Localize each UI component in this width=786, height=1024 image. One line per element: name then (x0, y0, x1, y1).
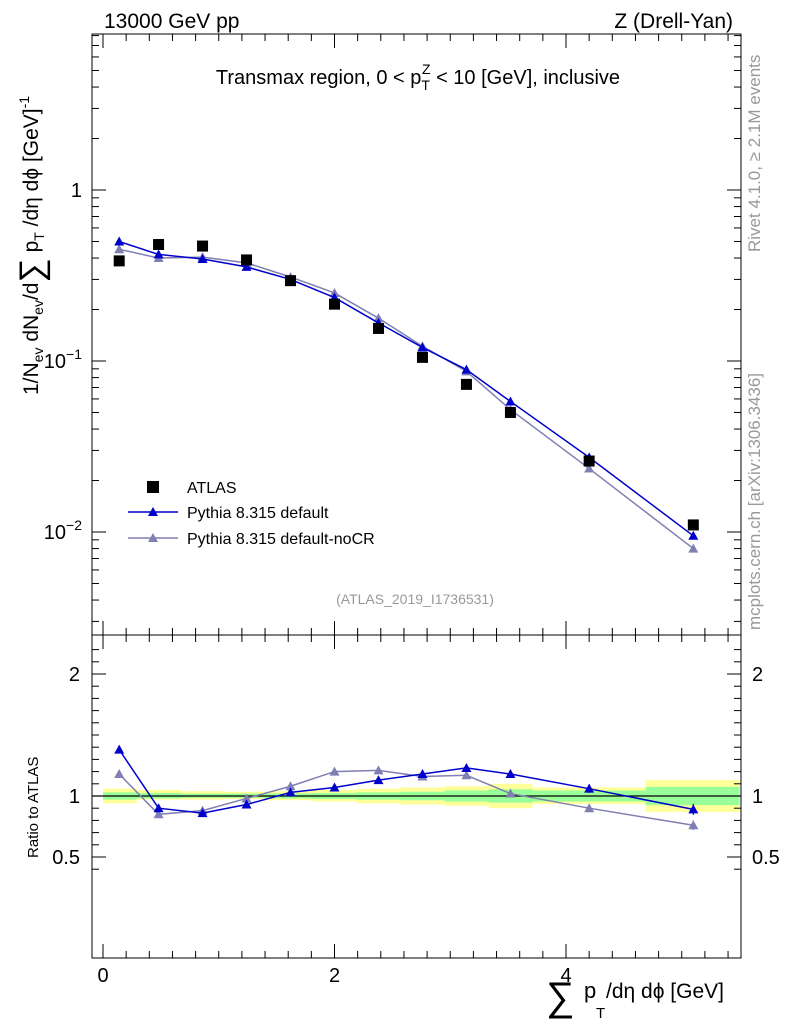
nocr-marker (688, 543, 699, 553)
nocr-marker (329, 287, 340, 297)
y-tick-label: 1 (71, 180, 82, 202)
header-right: Z (Drell-Yan) (614, 10, 733, 33)
default-ratio-marker (329, 782, 340, 792)
nocr-ratio-line (118, 769, 694, 827)
nocr-ratio-marker (584, 803, 595, 813)
series-layer (113, 236, 699, 831)
atlas-marker (285, 275, 297, 287)
legend-entry-0: ATLAS (187, 480, 237, 497)
nocr-line (119, 248, 694, 550)
atlas-marker (113, 255, 125, 267)
default-marker (417, 342, 428, 352)
default-marker (505, 396, 516, 406)
ratio-axis-label: Ratio to ATLAS (25, 757, 42, 858)
ratio-tick-label-left: 1 (69, 786, 80, 808)
default-line (118, 240, 694, 537)
atlas-marker (197, 240, 209, 252)
ratio-tick-label-right: 0.5 (752, 847, 780, 869)
nocr-ratio-marker (373, 765, 384, 775)
default-marker (197, 253, 208, 263)
x-axis-label: ∑ p T /dη dϕ [GeV] (546, 975, 724, 1022)
legend-entry-2: Pythia 8.315 default-noCR (187, 531, 375, 548)
analysis-id-label: (ATLAS_2019_I1736531) (336, 591, 494, 607)
x-axis-label-p: p (584, 978, 596, 1003)
atlas-marker (372, 322, 384, 334)
atlas-marker (687, 519, 699, 531)
atlas-marker (583, 455, 595, 467)
legend: ATLAS Pythia 8.315 default Pythia 8.315 de… (128, 480, 375, 548)
title-subscript: T (421, 77, 430, 93)
ratio-tick-label-right: 1 (752, 786, 763, 808)
legend-default-marker (148, 507, 158, 516)
nocr-ratio-marker (285, 781, 296, 791)
rivet-version-label: Rivet 4.1.0, ≥ 2.1M events (745, 55, 764, 252)
default-marker (241, 261, 252, 271)
default-marker (461, 364, 472, 374)
nocr-marker (584, 463, 595, 473)
default-ratio-marker (197, 808, 208, 818)
atlas-marker (416, 351, 428, 363)
title-superscript: Z (422, 61, 431, 77)
nocr-marker (114, 244, 125, 254)
legend-nocr-marker (148, 533, 158, 542)
x-tick-label: 0 (97, 965, 108, 987)
default-ratio-marker (688, 804, 699, 814)
axes: 0 2 4 10−2 10−1 1 0.5 0.5 1 1 2 2 (44, 33, 780, 987)
legend-atlas-marker (147, 481, 159, 493)
atlas-marker (153, 239, 165, 251)
chart-title: Transmax region, 0 < pTZ < 10 [GeV], inc… (216, 61, 620, 93)
atlas-marker (329, 298, 340, 310)
default-ratio-marker (114, 744, 125, 754)
nocr-marker (373, 313, 384, 323)
default-ratio-marker (153, 803, 164, 813)
default-marker (153, 249, 164, 259)
atlas-marker (504, 406, 516, 418)
title-part-1: Transmax region, 0 < p (216, 67, 421, 89)
x-tick-label: 4 (560, 965, 571, 987)
default-ratio-marker (241, 799, 252, 809)
ratio-tick-label-left: 2 (69, 664, 80, 686)
default-ratio-marker (461, 762, 472, 772)
default-ratio-marker (505, 769, 516, 779)
atlas-marker (241, 254, 253, 266)
default-marker (114, 236, 125, 246)
title-part-2: < 10 [GeV], inclusive (431, 67, 621, 89)
nocr-ratio-marker (114, 769, 125, 779)
y-tick-label: 10−2 (44, 517, 82, 544)
nocr-ratio-marker (241, 793, 252, 803)
default-ratio-marker (417, 769, 428, 779)
default-marker (688, 530, 699, 540)
x-axis-sum-symbol: ∑ (546, 975, 575, 1019)
x-axis-label-rest: /dη dϕ [GeV] (606, 980, 724, 1003)
ratio-tick-label-right: 2 (752, 664, 763, 686)
header-left: 13000 GeV pp (104, 10, 239, 33)
x-axis-label-sub: T (596, 1005, 605, 1022)
y-tick-label: 10−1 (44, 346, 82, 373)
source-label: mcplots.cern.ch [arXiv:1306.3436] (745, 373, 764, 630)
nocr-ratio-marker (329, 766, 340, 776)
legend-entry-1: Pythia 8.315 default (187, 505, 329, 522)
nocr-ratio-marker (461, 770, 472, 780)
nocr-ratio-marker (505, 788, 516, 798)
ratio-tick-label-left: 0.5 (52, 847, 80, 869)
default-ratio-marker (373, 775, 384, 785)
y-axis-label-text: 1/Nev dNev/d∑ pT /dη dϕ [GeV]-1 (13, 96, 51, 395)
nocr-ratio-marker (688, 820, 699, 830)
atlas-marker (460, 378, 472, 390)
nocr-ratio-marker (153, 809, 164, 819)
default-ratio-marker (584, 783, 595, 793)
default-ratio-marker (285, 787, 296, 797)
x-tick-label: 2 (329, 965, 340, 987)
y-axis-label: 1/Nev dNev/d∑ pT /dη dϕ [GeV]-1 (13, 96, 51, 395)
default-ratio-line (118, 749, 694, 814)
